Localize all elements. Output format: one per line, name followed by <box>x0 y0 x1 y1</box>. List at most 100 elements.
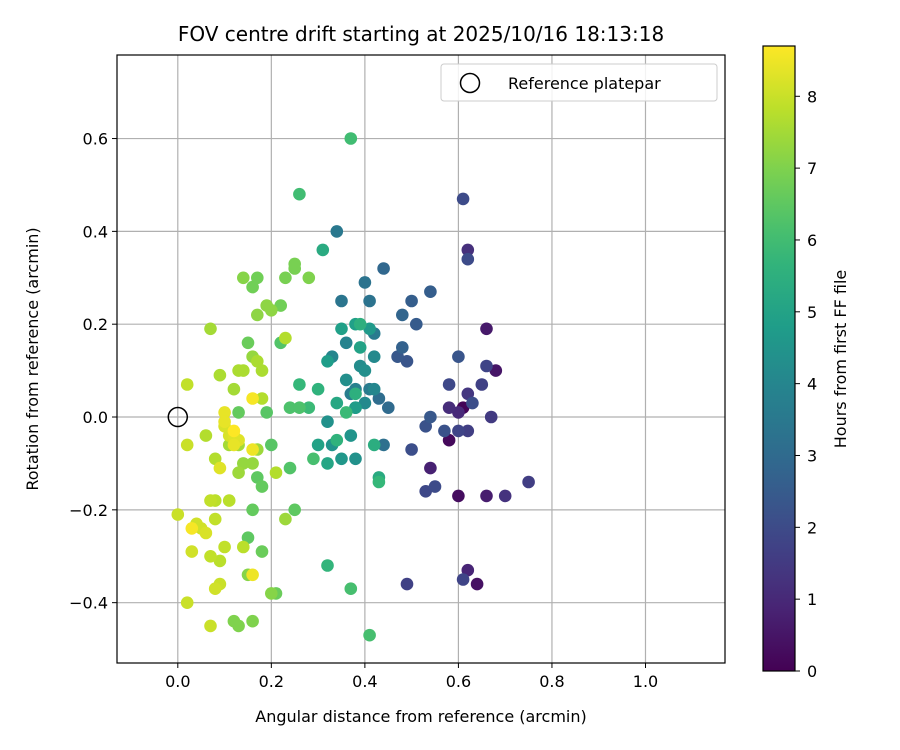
data-point <box>246 443 259 456</box>
data-point <box>171 508 185 521</box>
data-point <box>466 396 479 410</box>
data-point <box>410 317 423 331</box>
data-point <box>279 331 292 345</box>
data-point <box>339 406 353 419</box>
data-point <box>321 355 334 368</box>
data-point <box>283 461 297 475</box>
legend-box <box>440 63 718 102</box>
data-point <box>330 433 344 447</box>
y-tick-label: −0.2 <box>69 501 108 520</box>
data-point <box>480 489 493 503</box>
data-point <box>227 382 241 396</box>
data-point <box>452 350 465 364</box>
data-point <box>424 285 437 299</box>
colorbar-tick-label: 6 <box>807 231 817 250</box>
data-point <box>363 628 376 642</box>
legend-label: Reference platepar <box>508 74 661 93</box>
data-point <box>246 280 259 294</box>
x-tick-label: 0.4 <box>352 672 377 691</box>
data-point <box>237 271 250 285</box>
data-point <box>227 438 241 452</box>
data-point <box>400 355 414 368</box>
data-point <box>391 350 404 364</box>
data-point <box>311 382 325 396</box>
data-point <box>349 401 362 415</box>
data-point <box>456 192 470 206</box>
data-point <box>250 355 264 368</box>
data-point <box>288 503 302 517</box>
data-point <box>461 563 475 577</box>
data-point <box>208 512 222 526</box>
data-point <box>372 392 386 405</box>
data-point <box>461 252 475 266</box>
data-point <box>213 368 227 382</box>
data-point <box>255 364 269 377</box>
data-point <box>498 489 512 503</box>
data-point <box>367 350 381 364</box>
data-point <box>428 480 442 493</box>
data-point <box>237 457 250 470</box>
data-point <box>213 554 227 568</box>
x-tick-label: 0.8 <box>539 672 564 691</box>
data-point <box>349 387 362 401</box>
data-point <box>452 489 465 503</box>
data-point <box>180 378 194 391</box>
data-point <box>311 438 325 452</box>
data-point <box>424 410 437 424</box>
data-point <box>246 392 259 405</box>
data-point <box>330 396 344 410</box>
data-point <box>442 433 456 447</box>
colorbar-ticks: 0 1 2 3 4 5 6 7 8 <box>795 87 817 681</box>
colorbar-tick-label: 4 <box>807 375 817 394</box>
data-point <box>452 406 465 419</box>
data-point <box>396 341 409 354</box>
data-point <box>405 443 418 456</box>
data-point <box>330 225 344 238</box>
data-point <box>349 452 362 466</box>
data-point <box>377 262 390 275</box>
x-tick-label: 0.0 <box>165 672 190 691</box>
x-axis-label: Angular distance from reference (arcmin) <box>255 707 586 726</box>
colorbar-gradient <box>762 45 796 672</box>
data-point <box>204 322 217 336</box>
data-point <box>470 577 484 591</box>
colorbar-tick-label: 3 <box>807 446 817 465</box>
data-point <box>358 276 372 289</box>
data-point <box>344 429 358 442</box>
data-point <box>274 299 288 312</box>
data-point <box>489 364 503 377</box>
data-point <box>260 406 274 419</box>
data-point <box>480 322 493 336</box>
data-point <box>246 614 259 628</box>
colorbar-tick-label: 7 <box>807 159 817 178</box>
data-point <box>237 540 250 554</box>
data-point <box>204 619 217 633</box>
data-point <box>363 294 376 308</box>
data-point <box>484 410 498 424</box>
data-point <box>307 452 320 466</box>
data-point <box>246 568 259 582</box>
data-point <box>293 401 306 415</box>
data-point <box>461 387 475 401</box>
data-point <box>396 308 409 322</box>
data-point <box>335 452 348 466</box>
data-point <box>260 299 274 312</box>
colorbar-label: Hours from first FF file <box>831 270 850 449</box>
y-tick-label: −0.4 <box>69 594 108 613</box>
data-point <box>335 322 348 336</box>
data-point <box>180 596 194 609</box>
data-point <box>185 545 199 558</box>
data-point <box>321 415 334 429</box>
data-point <box>227 614 241 628</box>
grid-y <box>117 137 725 604</box>
data-point <box>339 373 353 387</box>
data-point <box>358 396 372 410</box>
data-point <box>180 438 194 452</box>
y-tick-label: 0.4 <box>83 222 108 241</box>
data-point <box>265 587 278 600</box>
data-point <box>185 522 199 535</box>
y-tick-label: 0.0 <box>83 408 108 427</box>
data-point <box>363 322 376 336</box>
data-point <box>218 540 231 554</box>
